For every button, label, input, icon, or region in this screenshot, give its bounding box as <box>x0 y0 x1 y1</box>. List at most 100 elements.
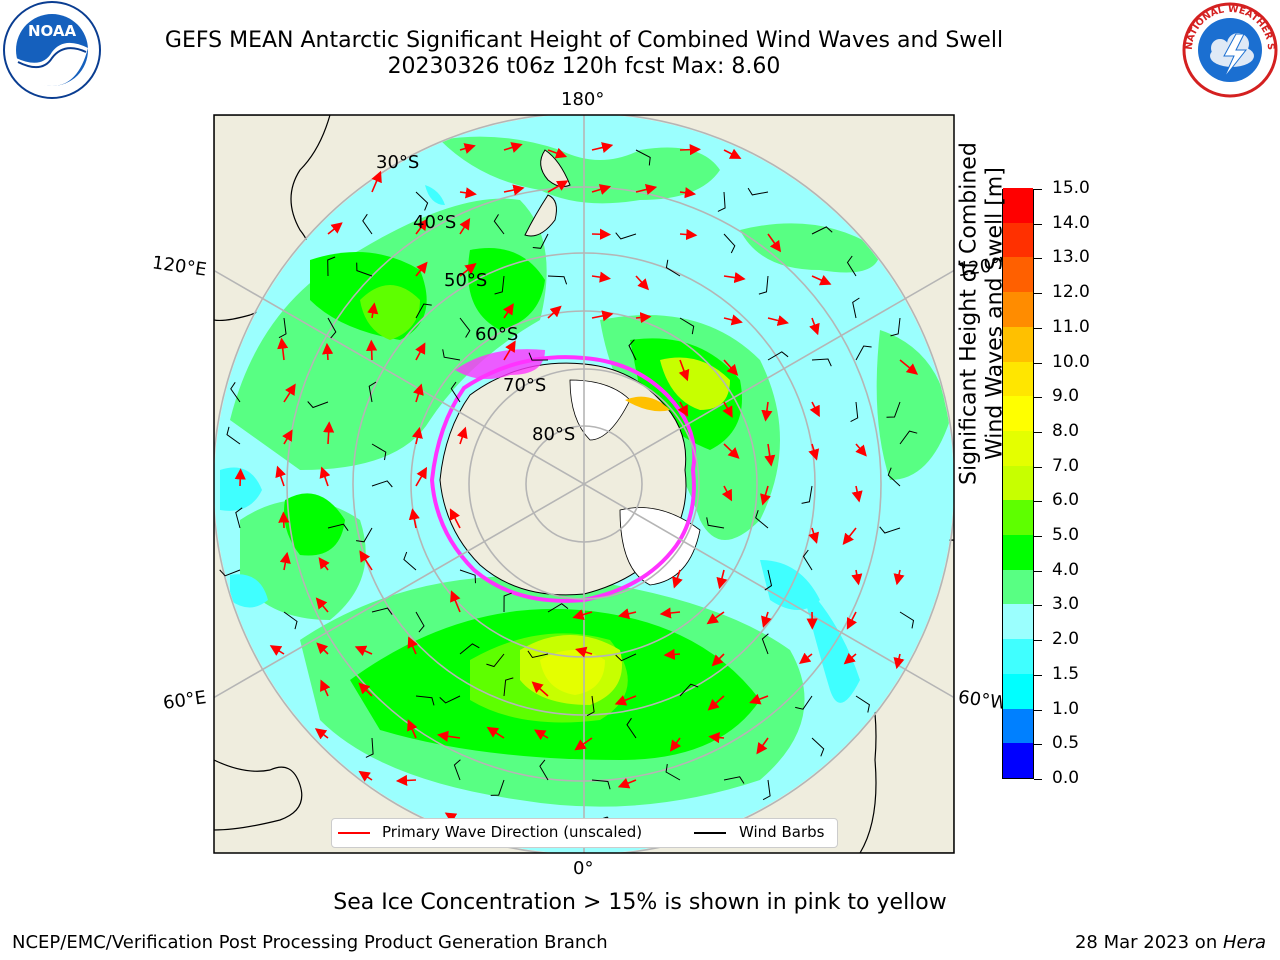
wave-arrow <box>407 636 418 655</box>
colorbar-segment <box>1003 326 1033 362</box>
lat-label-60s: 60°S <box>475 324 519 345</box>
colorbar-tick <box>1034 431 1042 433</box>
wave-arrow <box>275 465 286 487</box>
wave-arrow <box>679 187 697 199</box>
wind-barb <box>459 317 471 338</box>
wind-barb <box>327 317 337 339</box>
wind-barb <box>626 717 637 739</box>
wind-barb <box>503 592 512 613</box>
wave-arrow <box>282 429 293 445</box>
wind-barb <box>226 426 241 445</box>
wave-arrow <box>318 557 330 571</box>
colorbar-segment <box>1003 603 1033 640</box>
wave-arrow <box>322 342 334 361</box>
colorbar-segment <box>1003 534 1033 570</box>
wind-barb <box>801 485 813 504</box>
wave-arrow <box>842 527 857 545</box>
wind-barb <box>899 430 918 445</box>
wave-arrow <box>809 401 820 418</box>
colorbar-tick-label: 6.0 <box>1052 490 1080 511</box>
wave-arrow <box>449 508 461 529</box>
wave-arrow <box>809 317 820 336</box>
colorbar-title-line2: Wind Waves and Swell [m] <box>982 167 1008 461</box>
wave-arrow <box>503 303 514 319</box>
colorbar-tick <box>1034 293 1042 295</box>
wave-arrow <box>591 310 614 322</box>
wave-arrow <box>503 142 523 153</box>
wave-arrow <box>591 184 612 195</box>
wave-arrow <box>314 728 329 740</box>
wave-arrow <box>358 682 373 697</box>
wave-arrow <box>415 342 426 361</box>
wave-arrow <box>617 608 637 620</box>
wave-arrow <box>679 228 698 241</box>
wind-barb <box>527 650 549 659</box>
wind-barb <box>356 527 373 543</box>
colorbar-tick <box>1034 779 1042 780</box>
wind-barb <box>852 297 860 319</box>
wave-arrow <box>669 737 682 752</box>
legend-wind-line <box>694 832 726 834</box>
wind-barb <box>758 275 769 295</box>
wind-barb <box>283 611 298 630</box>
wind-barb <box>628 339 637 361</box>
wind-barb <box>811 358 832 367</box>
wave-arrow <box>723 359 739 376</box>
wind-barb <box>486 653 505 668</box>
colorbar-tick-label: 5.0 <box>1052 525 1080 546</box>
wind-barb <box>706 517 725 529</box>
wave-arrow <box>851 569 863 586</box>
wave-arrow <box>706 611 725 625</box>
wind-barb <box>493 214 505 235</box>
colorbar-segment <box>1003 187 1033 223</box>
wave-arrow <box>893 569 905 586</box>
wind-barb <box>403 551 417 571</box>
legend-wave-label: Primary Wave Direction (unscaled) <box>382 823 643 841</box>
wind-barb <box>415 695 435 706</box>
wind-barb <box>615 653 637 662</box>
colorbar-tick-label: 12.0 <box>1052 282 1090 303</box>
wind-barb <box>459 569 476 584</box>
sea-ice-note: Sea Ice Concentration > 15% is shown in … <box>333 890 947 915</box>
wave-arrow <box>327 222 343 235</box>
wind-barb <box>811 737 825 757</box>
legend-wave-line <box>338 832 370 834</box>
wave-arrow <box>663 648 681 660</box>
wave-arrow <box>366 339 378 361</box>
wave-arrow <box>354 645 373 657</box>
wave-arrow <box>799 652 813 664</box>
wave-arrow <box>413 383 424 403</box>
colorbar-segment <box>1003 673 1033 709</box>
wind-barb <box>723 233 736 254</box>
wave-arrow <box>371 170 382 193</box>
colorbar-title: Significant Height of Combined Wind Wave… <box>957 142 1009 485</box>
map-legend: Primary Wave Direction (unscaled) Wind B… <box>331 818 838 848</box>
colorbar-tick-label: 0.5 <box>1052 733 1080 754</box>
wave-arrow <box>486 726 505 739</box>
wave-arrow <box>407 719 418 739</box>
wind-barb <box>442 349 461 361</box>
colorbar-title-line1: Significant Height of Combined <box>956 142 982 485</box>
colorbar-tick <box>1034 744 1042 746</box>
wind-barb <box>235 507 243 529</box>
wave-arrow <box>415 466 427 487</box>
colorbar-tick-label: 4.0 <box>1052 559 1080 580</box>
wind-barb <box>494 275 505 295</box>
wave-arrow <box>855 443 867 457</box>
chart-subtitle: 20230326 t06z 120h fcst Max: 8.60 <box>387 54 781 79</box>
wind-barb <box>415 611 425 633</box>
wind-barb <box>219 569 241 577</box>
wave-arrow <box>234 468 246 487</box>
wave-arrow <box>811 274 832 286</box>
wind-barb <box>490 779 505 796</box>
graticule <box>214 115 954 853</box>
wave-arrow <box>459 218 471 235</box>
wave-arrow <box>358 770 373 782</box>
wind-barb <box>547 603 569 613</box>
wind-barb <box>665 259 681 277</box>
wave-arrow <box>531 681 549 697</box>
wind-barb <box>365 737 374 758</box>
colorbar-tick <box>1034 189 1042 190</box>
colorbar-segment <box>1003 361 1033 397</box>
